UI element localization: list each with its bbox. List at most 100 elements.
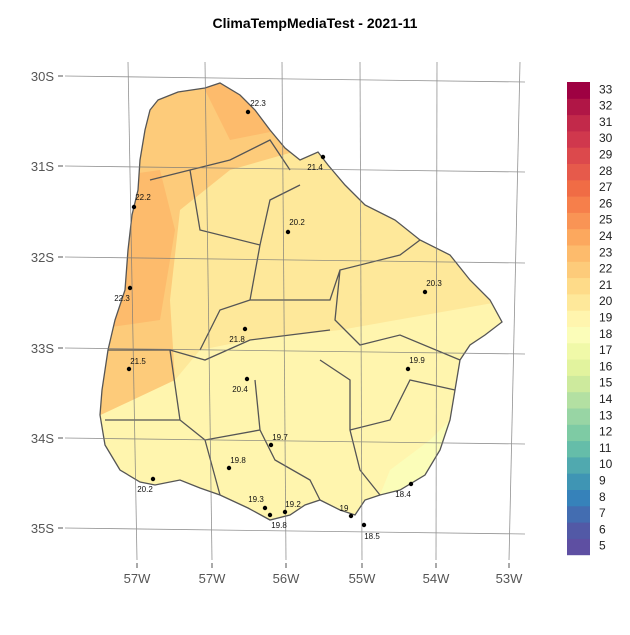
station-value: 20.2	[137, 485, 153, 494]
station-value: 19.7	[272, 433, 288, 442]
legend: 5 6 7 8 9 10 11 12 13 14 15 16 17 18 19 20 21 22 23 24 25 26 2…	[567, 82, 613, 556]
station-value: 19.8	[230, 456, 246, 465]
legend-label: 7	[599, 506, 606, 520]
lon-label: 57W	[124, 571, 151, 586]
legend-label: 31	[599, 115, 613, 129]
station-value: 20.2	[289, 218, 305, 227]
meridian	[281, 61, 287, 561]
legend-label: 22	[599, 262, 613, 276]
station-point	[150, 476, 156, 482]
legend-swatch	[567, 98, 590, 116]
lat-label: 30S	[31, 69, 54, 84]
legend-label: 19	[599, 311, 613, 325]
legend-label: 15	[599, 376, 613, 390]
station-point	[282, 509, 288, 515]
stations: 22.3 21.4 22.2 20.2 20.3 22.3 21.8 21.5 19.9 20.4…	[114, 99, 442, 541]
parallel	[64, 347, 526, 355]
lon-label: 56W	[273, 571, 300, 586]
station-point	[361, 522, 367, 528]
station-point	[245, 109, 251, 115]
legend-swatch	[567, 505, 590, 523]
station-point	[268, 442, 274, 448]
legend-label: 28	[599, 164, 613, 178]
lat-label: 34S	[31, 431, 54, 446]
legend-swatch	[567, 326, 590, 344]
legend-label: 8	[599, 490, 606, 504]
station-point	[267, 512, 273, 518]
station-point	[126, 366, 132, 372]
station-point	[262, 505, 268, 511]
legend-swatch	[567, 212, 590, 230]
station-value: 22.3	[114, 294, 130, 303]
legend-swatch	[567, 293, 590, 311]
legend-swatch	[567, 456, 590, 474]
station-value: 19.3	[248, 495, 264, 504]
legend-label: 11	[599, 441, 612, 455]
lat-label: 33S	[31, 341, 54, 356]
legend-label: 26	[599, 196, 613, 210]
legend-label: 21	[599, 278, 613, 292]
station-value: 18.4	[395, 490, 411, 499]
legend-swatch	[567, 82, 590, 99]
lat-label: 35S	[31, 521, 54, 536]
legend-swatch	[567, 359, 590, 376]
temperature-field	[100, 83, 502, 520]
legend-label: 27	[599, 180, 613, 194]
legend-label: 9	[599, 474, 606, 488]
lon-label: 57W	[199, 571, 226, 586]
legend-label: 23	[599, 245, 613, 259]
station-value: 22.3	[250, 99, 266, 108]
legend-label: 17	[599, 343, 613, 357]
station-value: 18.5	[364, 532, 380, 541]
legend-label: 12	[599, 425, 613, 439]
legend-label: 33	[599, 82, 613, 96]
legend-label: 29	[599, 148, 613, 162]
legend-label: 24	[599, 229, 613, 243]
parallel	[64, 75, 526, 83]
legend-swatch	[567, 130, 590, 148]
meridian	[508, 61, 521, 561]
meridian	[127, 61, 138, 561]
station-value: 19.2	[285, 500, 301, 509]
station-point	[244, 376, 250, 382]
parallel	[64, 165, 526, 173]
legend-swatch	[567, 375, 590, 393]
station-point	[408, 481, 414, 487]
station-point	[405, 366, 411, 372]
station-point	[131, 204, 137, 210]
legend-swatch	[567, 277, 590, 295]
legend-swatch	[567, 440, 590, 458]
legend-swatch	[567, 179, 590, 197]
meridian	[359, 61, 363, 561]
legend-label: 16	[599, 359, 613, 373]
station-value: 19	[340, 504, 349, 513]
legend-label: 20	[599, 294, 613, 308]
station-point	[226, 465, 232, 471]
station-point	[422, 289, 428, 295]
parallel	[64, 256, 526, 264]
parallel	[64, 437, 526, 445]
legend-swatch	[567, 489, 590, 507]
legend-swatch	[567, 147, 590, 164]
departments	[99, 82, 503, 521]
lon-label: 53W	[496, 571, 523, 586]
legend-swatch	[567, 342, 590, 360]
legend-label: 32	[599, 99, 613, 113]
station-point	[320, 154, 326, 160]
station-value: 20.4	[232, 385, 248, 394]
legend-label: 25	[599, 213, 613, 227]
legend-swatch	[567, 114, 590, 132]
legend-label: 5	[599, 539, 606, 553]
lon-label: 55W	[349, 571, 376, 586]
lat-label: 32S	[31, 250, 54, 265]
legend-label: 6	[599, 522, 606, 536]
graticule	[64, 61, 526, 561]
legend-swatch	[567, 538, 590, 556]
legend-swatch	[567, 424, 590, 442]
legend-swatch	[567, 261, 590, 279]
station-value: 19.8	[271, 521, 287, 530]
lat-label: 31S	[31, 159, 54, 174]
station-point	[348, 513, 354, 519]
